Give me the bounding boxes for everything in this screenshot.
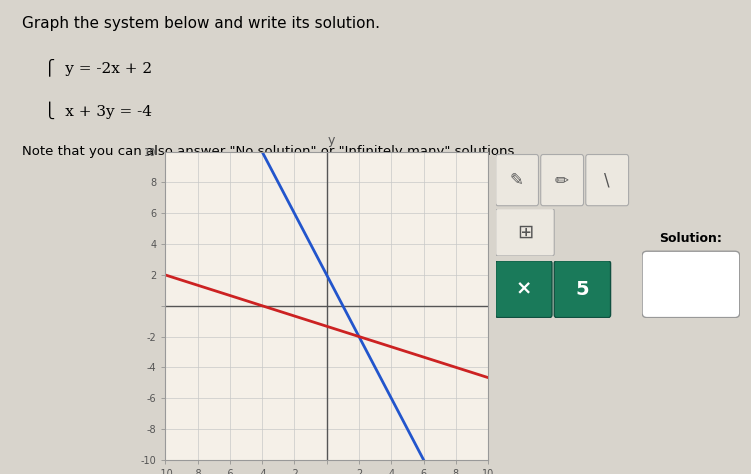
Text: ×: × <box>516 280 532 299</box>
Text: ✎: ✎ <box>510 171 523 189</box>
Text: y: y <box>328 134 335 147</box>
FancyBboxPatch shape <box>541 155 584 206</box>
FancyBboxPatch shape <box>496 155 538 206</box>
FancyBboxPatch shape <box>496 261 552 318</box>
FancyBboxPatch shape <box>586 155 629 206</box>
Text: Graph the system below and write its solution.: Graph the system below and write its sol… <box>23 16 380 31</box>
Text: ⎩  x + 3y = -4: ⎩ x + 3y = -4 <box>44 102 152 119</box>
FancyBboxPatch shape <box>642 251 740 318</box>
Text: x: x <box>496 295 504 308</box>
Text: ⎧  y = -2x + 2: ⎧ y = -2x + 2 <box>44 59 152 76</box>
Text: ⊞: ⊞ <box>517 223 533 242</box>
Text: Note that you can also answer "No solution" or "Infinitely many" solutions.: Note that you can also answer "No soluti… <box>23 145 519 158</box>
Text: Solution:: Solution: <box>659 232 722 245</box>
FancyBboxPatch shape <box>554 261 611 318</box>
Text: \: \ <box>604 171 610 189</box>
Text: 5: 5 <box>575 280 590 299</box>
Text: ✏: ✏ <box>555 171 569 189</box>
FancyBboxPatch shape <box>496 209 554 256</box>
